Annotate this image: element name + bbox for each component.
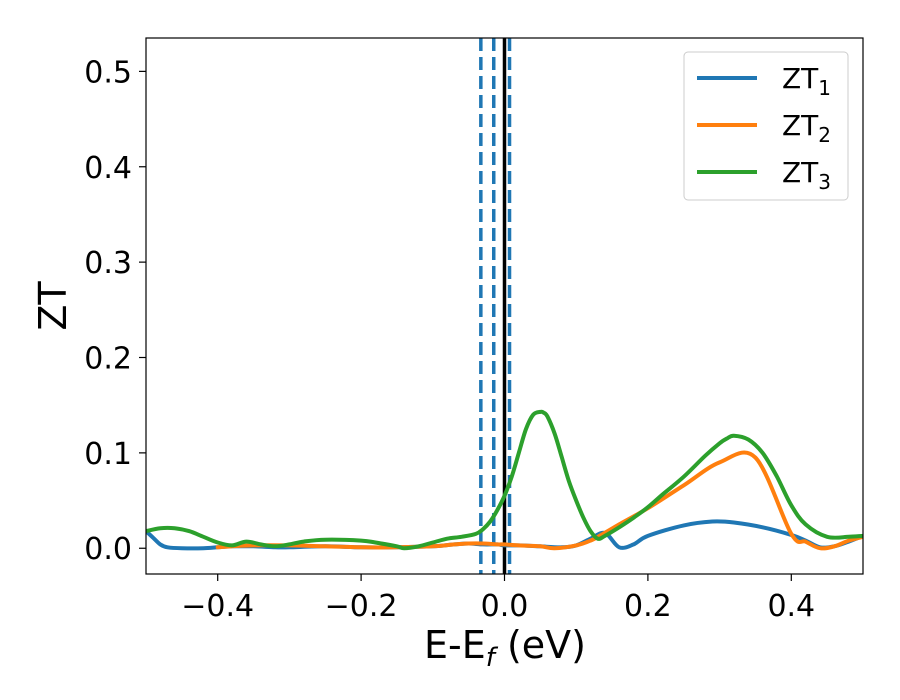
x-tick-label: −0.4 [181, 589, 254, 624]
series-line-zt3 [146, 409, 863, 551]
series-line-zt2 [215, 450, 863, 551]
x-tick-label: 0.0 [481, 589, 529, 624]
legend-box [683, 51, 849, 201]
series-layer [146, 409, 863, 551]
y-tick-label: 0.1 [84, 437, 132, 472]
x-axis-label: E-Ef (eV) [424, 623, 586, 673]
legend-label-zt3: ZT3 [782, 156, 831, 194]
y-tick-label: 0.3 [84, 246, 132, 281]
legend-label-zt1: ZT1 [782, 62, 831, 100]
y-tick-label: 0.0 [84, 532, 132, 567]
legend: ZT1 ZT2 ZT3 [683, 51, 849, 201]
y-tick-label: 0.4 [84, 151, 132, 186]
y-axis-label: ZT [31, 281, 75, 331]
x-tick-label: 0.4 [767, 589, 815, 624]
x-axis: −0.4 −0.2 0.0 0.2 0.4 [181, 574, 815, 624]
x-axis-label-unit: (eV) [495, 623, 586, 667]
y-axis: 0.0 0.1 0.2 0.3 0.4 0.5 [84, 55, 146, 567]
legend-label-zt2: ZT2 [782, 109, 831, 147]
y-tick-label: 0.5 [84, 55, 132, 90]
x-axis-label-main: E-E [424, 623, 486, 667]
y-tick-label: 0.2 [84, 342, 132, 377]
x-tick-label: −0.2 [325, 589, 398, 624]
x-tick-label: 0.2 [624, 589, 672, 624]
